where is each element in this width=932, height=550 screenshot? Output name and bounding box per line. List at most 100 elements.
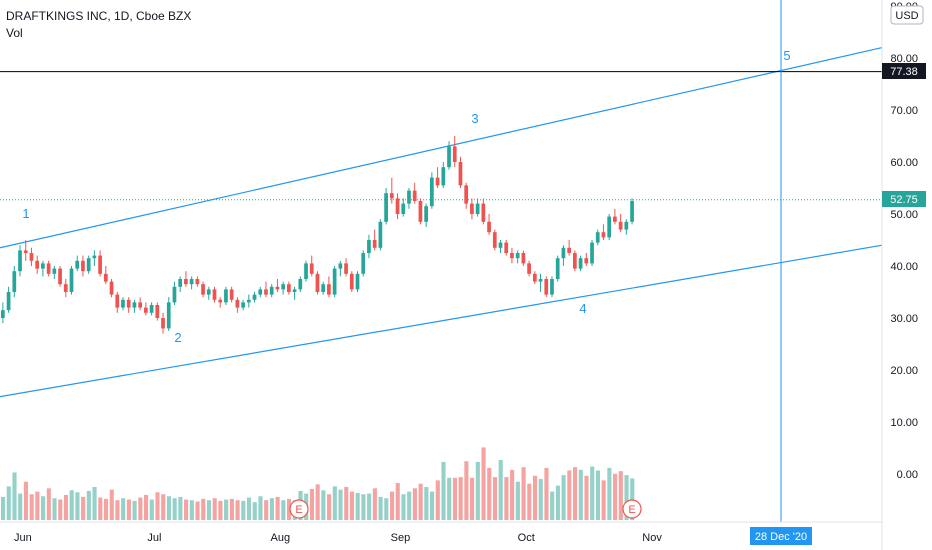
- candle-body: [309, 263, 314, 274]
- candle-body: [166, 302, 171, 329]
- candle-body: [338, 263, 343, 269]
- wave-label: 4: [579, 301, 586, 316]
- candle-body: [470, 203, 474, 214]
- volume-bar: [184, 499, 189, 520]
- volume-bar: [595, 470, 600, 520]
- earnings-marker[interactable]: E: [622, 499, 642, 519]
- candle-body: [132, 302, 137, 308]
- earnings-marker[interactable]: E: [289, 499, 309, 519]
- candle-body: [184, 279, 188, 285]
- volume-bar: [515, 481, 520, 520]
- candle-body: [58, 268, 62, 285]
- candle-body: [18, 250, 22, 272]
- candle-body: [172, 286, 177, 303]
- candle-body: [75, 260, 80, 269]
- candle-body: [218, 299, 223, 303]
- candle-body: [555, 258, 560, 279]
- candle-body: [527, 263, 531, 274]
- volume-bar: [584, 475, 589, 520]
- candle-body: [29, 253, 34, 261]
- candle-body: [464, 185, 469, 204]
- volume-bar: [46, 488, 51, 520]
- candle-body: [384, 193, 388, 222]
- volume-bar: [287, 498, 292, 520]
- volume-bar: [344, 487, 349, 520]
- candle-body: [178, 279, 183, 287]
- volume-bar: [75, 492, 80, 520]
- volume-bar: [475, 461, 480, 520]
- volume-bar: [126, 499, 131, 520]
- volume-bar: [464, 461, 469, 520]
- volume-bar: [212, 498, 217, 520]
- volume-bar: [361, 494, 366, 520]
- upper-trend-line[interactable]: [0, 47, 883, 249]
- candle-body: [212, 289, 217, 300]
- volume-bar: [98, 497, 103, 520]
- candle-body: [584, 258, 589, 264]
- candle-body: [538, 279, 543, 282]
- volume-bar: [86, 490, 91, 520]
- candle-body: [504, 242, 509, 253]
- candle-body: [349, 273, 354, 290]
- volume-bar: [613, 473, 618, 520]
- volume-bar: [309, 488, 314, 520]
- wave-labels: 1 2 3 4 5: [22, 48, 790, 345]
- volume-bar: [327, 494, 332, 520]
- candle-body: [395, 198, 400, 214]
- candle-body: [378, 221, 383, 248]
- candle-body: [521, 253, 526, 264]
- candles: [1, 136, 634, 334]
- candle-body: [590, 242, 594, 264]
- candle-body: [532, 273, 537, 282]
- volume-bar: [315, 484, 320, 520]
- candle-body: [573, 253, 577, 269]
- currency-badge[interactable]: USD: [890, 5, 924, 25]
- candle-body: [389, 193, 394, 199]
- volume-bar: [395, 483, 400, 520]
- candle-body: [315, 273, 320, 292]
- candle-body: [424, 206, 428, 222]
- candle-body: [52, 268, 57, 274]
- volume-bar: [161, 494, 166, 520]
- candle-body: [458, 162, 463, 186]
- volume-bar: [155, 492, 160, 520]
- volume-bar: [389, 491, 395, 520]
- volume-bar: [349, 491, 355, 520]
- trend-lines[interactable]: [0, 0, 883, 522]
- candle-body: [287, 284, 291, 292]
- wave-label: 5: [783, 48, 790, 63]
- volume-bar: [115, 500, 120, 520]
- volume-bar: [246, 497, 252, 520]
- volume-bar: [435, 480, 440, 520]
- volume-bar: [538, 479, 543, 520]
- volume-bar: [52, 498, 57, 520]
- price-tick-label: 70.00: [890, 105, 918, 117]
- candle-body: [155, 305, 160, 318]
- volume-bar: [447, 477, 452, 520]
- candle-body: [441, 167, 446, 186]
- candle-body: [475, 203, 480, 214]
- candle-body: [567, 247, 571, 253]
- volume-bar: [121, 498, 126, 520]
- candle-body: [144, 307, 148, 313]
- volume-bar: [561, 475, 566, 520]
- candle-body: [595, 232, 600, 243]
- date-tag: 28 Dec '20: [750, 527, 812, 545]
- volume-bar: [573, 467, 578, 520]
- volume-bar: [372, 488, 377, 520]
- time-tick-label: Nov: [642, 532, 662, 544]
- volume-bar: [332, 486, 337, 520]
- candle-body: [550, 279, 554, 295]
- candle-body: [292, 289, 297, 292]
- lower-trend-line[interactable]: [0, 244, 883, 398]
- candle-body: [138, 302, 142, 308]
- volume-bar: [418, 483, 423, 520]
- candle-body: [12, 271, 17, 292]
- volume-bar: [132, 500, 137, 520]
- volume-bar: [264, 500, 269, 520]
- candle-body: [241, 302, 245, 308]
- volume-bar: [430, 491, 435, 520]
- candle-body: [561, 247, 566, 259]
